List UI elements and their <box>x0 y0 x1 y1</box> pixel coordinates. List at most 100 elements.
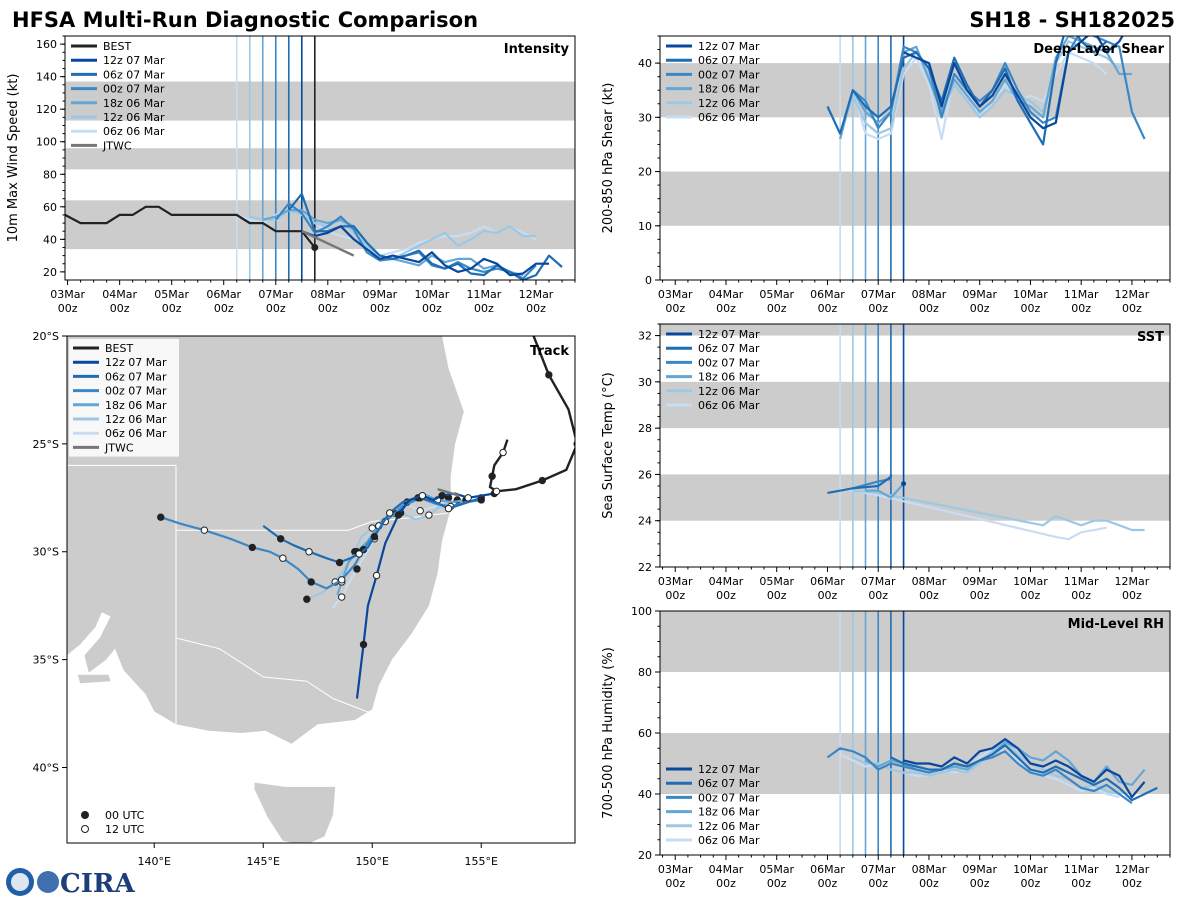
track-marker <box>444 504 453 513</box>
track-legend-label: 00z 07 Mar <box>105 385 167 398</box>
intensity-xtick-hour: 00z <box>266 302 286 315</box>
rh-plot-area <box>660 611 1170 855</box>
rh-xtick-hour: 00z <box>1021 877 1041 890</box>
best-track-marker <box>492 487 501 496</box>
shear-xtick-date: 04Mar <box>709 288 744 301</box>
shear-ytick-label: 30 <box>638 111 652 124</box>
intensity-plot-area <box>65 36 575 280</box>
sst-xtick-hour: 00z <box>1122 589 1142 602</box>
intensity-ytick-label: 60 <box>43 201 57 214</box>
intensity-ytick-label: 100 <box>36 136 57 149</box>
rh-xtick-date: 08Mar <box>912 863 947 876</box>
shear-ytick-label: 0 <box>645 274 652 287</box>
rh-xtick-hour: 00z <box>665 877 685 890</box>
sst-series-line <box>827 474 893 494</box>
rh-xtick-date: 04Mar <box>709 863 744 876</box>
marker-legend-00-label: 00 UTC <box>105 809 145 822</box>
shear-xtick-hour: 00z <box>919 302 939 315</box>
sst-xtick-hour: 00z <box>919 589 939 602</box>
track-legend-label: 12z 06 Mar <box>105 413 167 426</box>
sst-xtick-date: 10Mar <box>1013 575 1048 588</box>
rh-legend-label: 06z 06 Mar <box>698 834 760 847</box>
sst-ytick-label: 28 <box>638 422 652 435</box>
rh-title: Mid-Level RH <box>1068 617 1164 632</box>
sst-legend-label: 12z 07 Mar <box>698 328 760 341</box>
marker-legend-12-icon <box>81 825 89 833</box>
intensity-xtick-hour: 00z <box>214 302 234 315</box>
track-legend-bg <box>69 339 179 457</box>
sst-ylabel: Sea Surface Temp (°C) <box>601 372 616 519</box>
track-xtick-label: 145°E <box>246 855 279 868</box>
sst-xtick-date: 03Mar <box>658 575 693 588</box>
sst-legend-label: 18z 06 Mar <box>698 371 760 384</box>
track-legend-label: 12z 07 Mar <box>105 356 167 369</box>
sst-title: SST <box>1137 330 1164 345</box>
intensity-xtick-date: 06Mar <box>206 288 241 301</box>
rh-ytick-label: 20 <box>638 849 652 862</box>
intensity-xtick-hour: 00z <box>58 302 78 315</box>
intensity-xtick-hour: 00z <box>318 302 338 315</box>
track-legend-label: BEST <box>105 342 133 355</box>
sst-xtick-hour: 00z <box>818 589 838 602</box>
rh-xtick-hour: 00z <box>970 877 990 890</box>
track-panel: 140°E 145°E 150°E 155°E 20°S 25°S 30°S 35°S 40°S… <box>33 330 576 868</box>
track-marker <box>279 554 287 562</box>
sst-ytick-label: 26 <box>638 468 652 481</box>
sst-frame <box>659 323 1171 568</box>
shear-ytick-label: 10 <box>638 220 652 233</box>
rh-ytick-label: 100 <box>631 605 652 618</box>
sst-series-line <box>852 489 1145 532</box>
rh-xtick-date: 10Mar <box>1013 863 1048 876</box>
track-legend-label: 06z 06 Mar <box>105 427 167 440</box>
shear-xtick-hour: 00z <box>1021 302 1041 315</box>
track-ytick-label: 40°S <box>33 761 59 774</box>
track-ytick-label: 25°S <box>33 438 59 451</box>
best-track-marker <box>545 371 553 379</box>
rh-ytick-label: 60 <box>638 727 652 740</box>
rh-xtick-hour: 00z <box>818 877 838 890</box>
intensity-legend-label: 00z 07 Mar <box>103 83 165 96</box>
shear-xtick-hour: 00z <box>1071 302 1091 315</box>
sst-legend-label: 12z 06 Mar <box>698 385 760 398</box>
intensity-panel: 2040608010012014016003Mar00z04Mar00z05Ma… <box>6 35 576 315</box>
cira-globe-icon <box>37 871 59 893</box>
rh-xtick-hour: 00z <box>716 877 736 890</box>
intensity-ytick-label: 120 <box>36 103 57 116</box>
track-marker <box>248 543 257 552</box>
best-track-marker <box>488 472 496 480</box>
sst-legend-label: 06z 07 Mar <box>698 342 760 355</box>
sst-xtick-date: 06Mar <box>810 575 845 588</box>
shear-plot-area <box>660 36 1170 280</box>
best-track-line <box>65 205 316 249</box>
intensity-legend-label: 12z 06 Mar <box>103 111 165 124</box>
intensity-xtick-date: 04Mar <box>102 288 137 301</box>
sst-xtick-date: 09Mar <box>962 575 997 588</box>
intensity-xtick-date: 12Mar <box>519 288 554 301</box>
shear-xtick-date: 05Mar <box>759 288 794 301</box>
track-marker <box>368 524 376 532</box>
track-marker <box>416 507 424 515</box>
track-marker <box>303 595 311 603</box>
intensity-legend-label: 06z 07 Mar <box>103 68 165 81</box>
shear-xtick-hour: 00z <box>1122 302 1142 315</box>
state-border <box>175 637 373 715</box>
intensity-xtick-hour: 00z <box>526 302 546 315</box>
shear-xtick-date: 10Mar <box>1013 288 1048 301</box>
rh-xtick-date: 03Mar <box>658 863 693 876</box>
rh-xtick-hour: 00z <box>767 877 787 890</box>
track-marker <box>338 576 346 584</box>
intensity-title: Intensity <box>504 42 570 57</box>
tasmania-landmass <box>254 782 336 843</box>
track-marker <box>276 535 285 543</box>
best-end-marker <box>311 243 319 251</box>
sst-xtick-hour: 00z <box>1021 589 1041 602</box>
sst-plot-area <box>660 324 1170 567</box>
rh-xtick-date: 11Mar <box>1064 863 1099 876</box>
storm-id: SH18 - SH182025 <box>969 8 1175 32</box>
cira-logo: CIRA <box>6 868 135 899</box>
track-marker <box>464 494 472 502</box>
track-legend-label: 18z 06 Mar <box>105 399 167 412</box>
sst-xtick-date: 05Mar <box>759 575 794 588</box>
rh-panel: 2040608010003Mar00z04Mar00z05Mar00z06Mar… <box>601 605 1171 890</box>
rh-legend-label: 00z 07 Mar <box>698 791 760 804</box>
